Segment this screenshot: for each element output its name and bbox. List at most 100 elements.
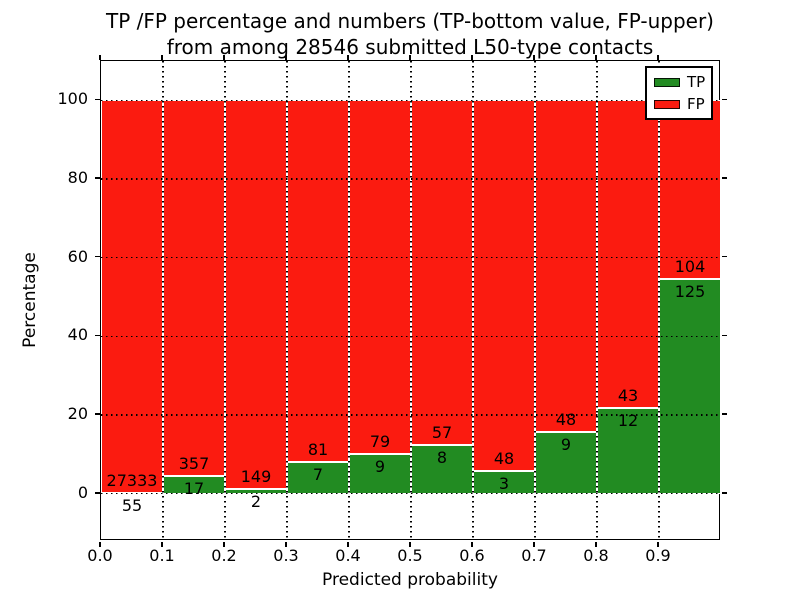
x-tick-mark xyxy=(347,541,349,547)
x-tick-mark xyxy=(161,541,163,547)
bar-segment-fp xyxy=(535,100,597,432)
bar-label-fp: 81 xyxy=(307,440,329,460)
x-tick-label: 0.6 xyxy=(459,546,485,565)
x-tick-mark xyxy=(347,55,349,60)
bar-label-fp: 57 xyxy=(431,423,453,443)
x-tick-mark xyxy=(533,541,535,547)
gridline-horizontal xyxy=(101,414,719,416)
bar-label-fp: 79 xyxy=(369,431,391,451)
plot-area: 27333 55 357 17 149 2 81 7 79 9 57 8 48 3 48 9 43 12 104 12… xyxy=(100,60,721,540)
bar-segment-fp xyxy=(287,100,349,463)
x-tick-mark xyxy=(533,55,535,60)
x-tick-label: 0.9 xyxy=(645,546,671,565)
gridline-vertical xyxy=(162,61,164,539)
x-tick-label: 0.8 xyxy=(583,546,609,565)
y-tick-mark xyxy=(95,413,100,415)
bar-label-tp: 3 xyxy=(498,473,510,493)
bar-label-tp: 2 xyxy=(250,491,262,511)
x-tick-mark xyxy=(161,55,163,60)
x-tick-mark xyxy=(99,541,101,547)
legend-entry-fp: FP xyxy=(654,95,705,113)
gridline-horizontal xyxy=(101,178,719,180)
bar-segment-fp xyxy=(163,100,225,476)
gridline-vertical xyxy=(286,61,288,539)
x-tick-mark xyxy=(285,541,287,547)
y-axis-label: Percentage xyxy=(20,252,40,348)
x-tick-label: 0.7 xyxy=(521,546,547,565)
gridline-horizontal xyxy=(101,99,719,101)
x-tick-label: 0.1 xyxy=(149,546,175,565)
legend-swatch-tp xyxy=(654,77,680,87)
x-tick-mark xyxy=(595,55,597,60)
bar-label-fp: 48 xyxy=(493,448,515,468)
legend-label-fp: FP xyxy=(687,95,705,113)
bar-segment-fp xyxy=(349,100,411,454)
x-tick-mark xyxy=(285,55,287,60)
bar-label-fp: 104 xyxy=(674,257,706,277)
bar-label-tp: 125 xyxy=(674,282,706,302)
y-tick-label: 40 xyxy=(67,325,88,345)
bar-label-fp: 149 xyxy=(240,466,272,486)
x-tick-mark xyxy=(471,55,473,60)
y-tick-mark xyxy=(95,98,100,101)
y-tick-mark xyxy=(95,255,100,258)
y-tick-mark xyxy=(95,177,100,179)
bar-label-fp: 357 xyxy=(178,453,210,473)
chart-title: TP /FP percentage and numbers (TP-bottom… xyxy=(100,8,720,60)
bar-label-tp: 17 xyxy=(183,478,205,498)
chart-title-line-1: TP /FP percentage and numbers (TP-bottom… xyxy=(106,9,714,33)
x-tick-label: 0.5 xyxy=(397,546,423,565)
x-tick-mark xyxy=(409,541,411,547)
x-tick-mark xyxy=(409,55,411,60)
bar-segment-tp xyxy=(659,279,721,494)
x-tick-mark xyxy=(657,541,659,547)
gridline-vertical xyxy=(410,61,412,539)
gridline-vertical xyxy=(658,61,660,539)
y-tick-mark xyxy=(721,255,727,258)
bar-label-tp: 9 xyxy=(374,456,386,476)
gridline-vertical xyxy=(596,61,598,539)
x-tick-label: 0.0 xyxy=(87,546,113,565)
x-tick-mark xyxy=(99,55,101,60)
legend-swatch-fp xyxy=(654,99,680,109)
legend-label-tp: TP xyxy=(687,73,706,91)
x-tick-mark xyxy=(223,55,225,60)
x-tick-mark xyxy=(223,541,225,547)
bar-label-fp: 27333 xyxy=(106,470,158,490)
bar-label-tp: 8 xyxy=(436,448,448,468)
bar-segment-fp xyxy=(659,100,721,280)
gridline-vertical xyxy=(472,61,474,539)
legend-entry-tp: TP xyxy=(654,73,706,91)
bar-label-tp: 9 xyxy=(560,434,572,454)
y-tick-mark xyxy=(95,334,100,337)
gridline-vertical xyxy=(224,61,226,539)
bar-segment-fp xyxy=(597,100,659,408)
x-tick-mark xyxy=(595,541,597,547)
gridline-vertical xyxy=(348,61,350,539)
y-tick-label: 20 xyxy=(67,404,88,424)
y-tick-label: 100 xyxy=(57,89,88,109)
gridline-horizontal xyxy=(101,335,719,338)
y-tick-label: 80 xyxy=(67,168,88,188)
y-tick-mark xyxy=(721,177,727,179)
gridline-horizontal xyxy=(101,257,719,259)
bar-label-tp: 55 xyxy=(121,495,143,515)
gridline-horizontal xyxy=(101,493,719,495)
y-tick-label: 60 xyxy=(67,246,88,266)
y-tick-mark xyxy=(721,334,727,337)
x-tick-mark xyxy=(657,55,659,60)
bar-segment-fp xyxy=(225,100,287,489)
bar-label-fp: 43 xyxy=(617,385,639,405)
bar-label-fp: 48 xyxy=(555,409,577,429)
y-tick-label: 0 xyxy=(77,482,88,502)
bar-segment-fp xyxy=(411,100,473,446)
bar-label-tp: 7 xyxy=(312,465,324,485)
x-tick-label: 0.2 xyxy=(211,546,237,565)
legend: TP FP xyxy=(645,66,713,120)
x-tick-mark xyxy=(471,541,473,547)
gridline-vertical xyxy=(534,61,536,539)
bar-label-tp: 12 xyxy=(617,410,639,430)
bar-segment-fp xyxy=(101,100,163,493)
x-tick-label: 0.3 xyxy=(273,546,299,565)
